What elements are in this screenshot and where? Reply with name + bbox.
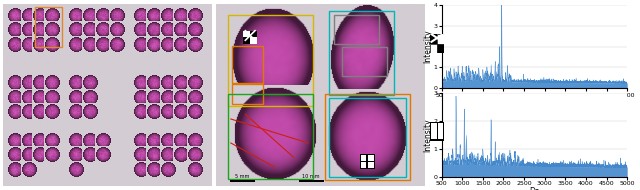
Bar [361, 162, 366, 168]
Bar [368, 162, 374, 168]
Bar [228, 15, 313, 106]
Bar [243, 31, 257, 44]
Bar [230, 180, 255, 182]
Bar [324, 94, 410, 180]
Bar [368, 155, 374, 161]
Bar [430, 44, 437, 53]
Bar [438, 123, 444, 131]
Bar [228, 94, 313, 179]
X-axis label: Da: Da [529, 99, 540, 108]
Bar [431, 131, 436, 139]
Bar [342, 47, 387, 76]
Bar [360, 154, 375, 169]
Bar [334, 15, 379, 44]
Bar [430, 34, 437, 44]
Bar [328, 98, 406, 177]
Bar [438, 131, 444, 139]
Bar [35, 7, 62, 47]
Bar [298, 180, 324, 182]
Bar [232, 46, 263, 82]
Y-axis label: Intensity: Intensity [423, 30, 432, 63]
Bar [243, 31, 250, 37]
Bar [431, 123, 436, 131]
Bar [361, 155, 366, 161]
Bar [328, 10, 394, 95]
Y-axis label: Intensity: Intensity [423, 118, 432, 152]
Bar [437, 34, 444, 44]
Text: 10 mm: 10 mm [302, 173, 320, 179]
Text: 5 mm: 5 mm [236, 173, 250, 179]
X-axis label: Da: Da [529, 187, 540, 190]
Bar [437, 44, 444, 53]
Bar [250, 37, 257, 44]
Bar [232, 84, 263, 104]
